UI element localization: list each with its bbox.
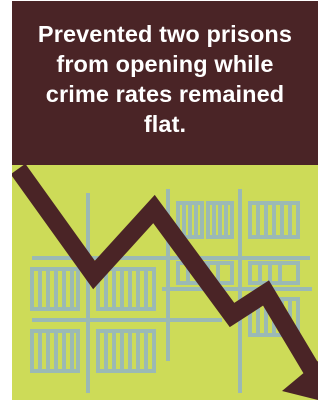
illustration-svg [12,165,318,400]
illustration-panel [12,165,318,400]
infographic-card: Prevented two prisons from opening while… [12,1,318,400]
headline-panel: Prevented two prisons from opening while… [12,1,318,165]
downward-trend-arrow-icon [12,165,318,400]
prison-bars-grid-icon [30,189,312,393]
headline-text: Prevented two prisons from opening while… [37,21,293,137]
